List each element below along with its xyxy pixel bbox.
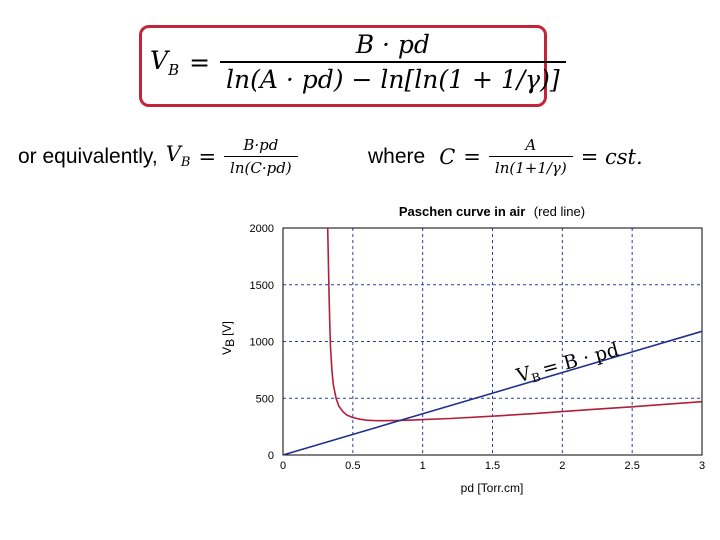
y-tick-label: 0	[268, 450, 274, 462]
chart-title: Paschen curve in air (red line)	[399, 203, 585, 220]
equivalent-formula: or equivalently, VB = B·pd ln(C·pd)	[18, 136, 298, 177]
y-tick-label: 1500	[250, 280, 274, 292]
line-annotation: VB= B · pd	[513, 339, 622, 390]
linear-voltage-line	[282, 330, 703, 456]
formula-fraction: B · pd ln(A · pd) − ln[ln(1 + 1/γ)]	[220, 30, 566, 94]
x-tick-label: 0	[280, 460, 286, 472]
equivalent-denominator: ln(C·pd)	[224, 156, 298, 177]
axis-ticks: 0 0.5 1 1.5 2 2.5 3 0 500 1000 1500 2000	[250, 223, 706, 472]
equivalent-prefix: or equivalently,	[18, 144, 158, 168]
x-tick-label: 1	[420, 460, 426, 472]
y-tick-label: 2000	[250, 223, 274, 235]
y-tick-label: 500	[256, 393, 274, 405]
where-numerator: A	[525, 136, 537, 154]
formula-box	[139, 25, 547, 107]
where-denominator: ln(1+1/γ)	[488, 156, 573, 177]
x-tick-label: 3	[699, 460, 705, 472]
plot-frame	[282, 227, 703, 456]
chart-grid	[283, 228, 702, 455]
x-tick-label: 2	[559, 460, 565, 472]
formula-equals: =	[189, 47, 211, 77]
equivalent-lhs: VB	[165, 142, 191, 171]
formula-lhs: VB	[150, 45, 180, 79]
equivalent-fraction: B·pd ln(C·pd)	[224, 136, 298, 177]
x-tick-label: 0.5	[345, 460, 360, 472]
constant-definition: where C = A ln(1+1/γ) = cst.	[368, 136, 643, 177]
where-equals: =	[463, 144, 481, 169]
where-lhs: C	[439, 144, 456, 169]
x-tick-label: 2.5	[625, 460, 640, 472]
paschen-curve-line	[326, 227, 703, 422]
where-fraction: A ln(1+1/γ)	[488, 136, 573, 177]
x-tick-label: 1.5	[485, 460, 500, 472]
x-axis-label: pd [Torr.cm]	[461, 481, 524, 495]
equivalent-numerator: B·pd	[243, 136, 279, 154]
y-axis-label: VB[V]	[220, 321, 237, 355]
chart-series	[282, 227, 703, 456]
y-tick-label: 1000	[250, 337, 274, 349]
equivalent-equals: =	[198, 144, 217, 169]
formula-denominator: ln(A · pd) − ln[ln(1 + 1/γ)]	[220, 61, 566, 94]
where-rhs: = cst.	[580, 144, 643, 169]
formula-numerator: B · pd	[355, 30, 430, 59]
breakdown-voltage-formula: VB = B · pd ln(A · pd) − ln[ln(1 + 1/γ)]	[150, 30, 566, 94]
where-prefix: where	[368, 144, 426, 168]
